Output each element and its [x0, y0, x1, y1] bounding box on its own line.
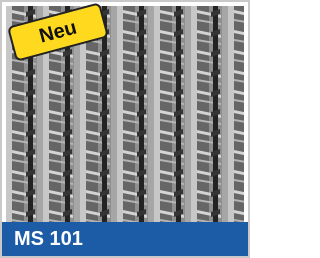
- product-label: MS 101: [14, 228, 83, 251]
- badge-text: Neu: [37, 16, 79, 48]
- product-card[interactable]: Neu MS 101: [0, 0, 250, 258]
- footer-bar: MS 101: [2, 222, 248, 256]
